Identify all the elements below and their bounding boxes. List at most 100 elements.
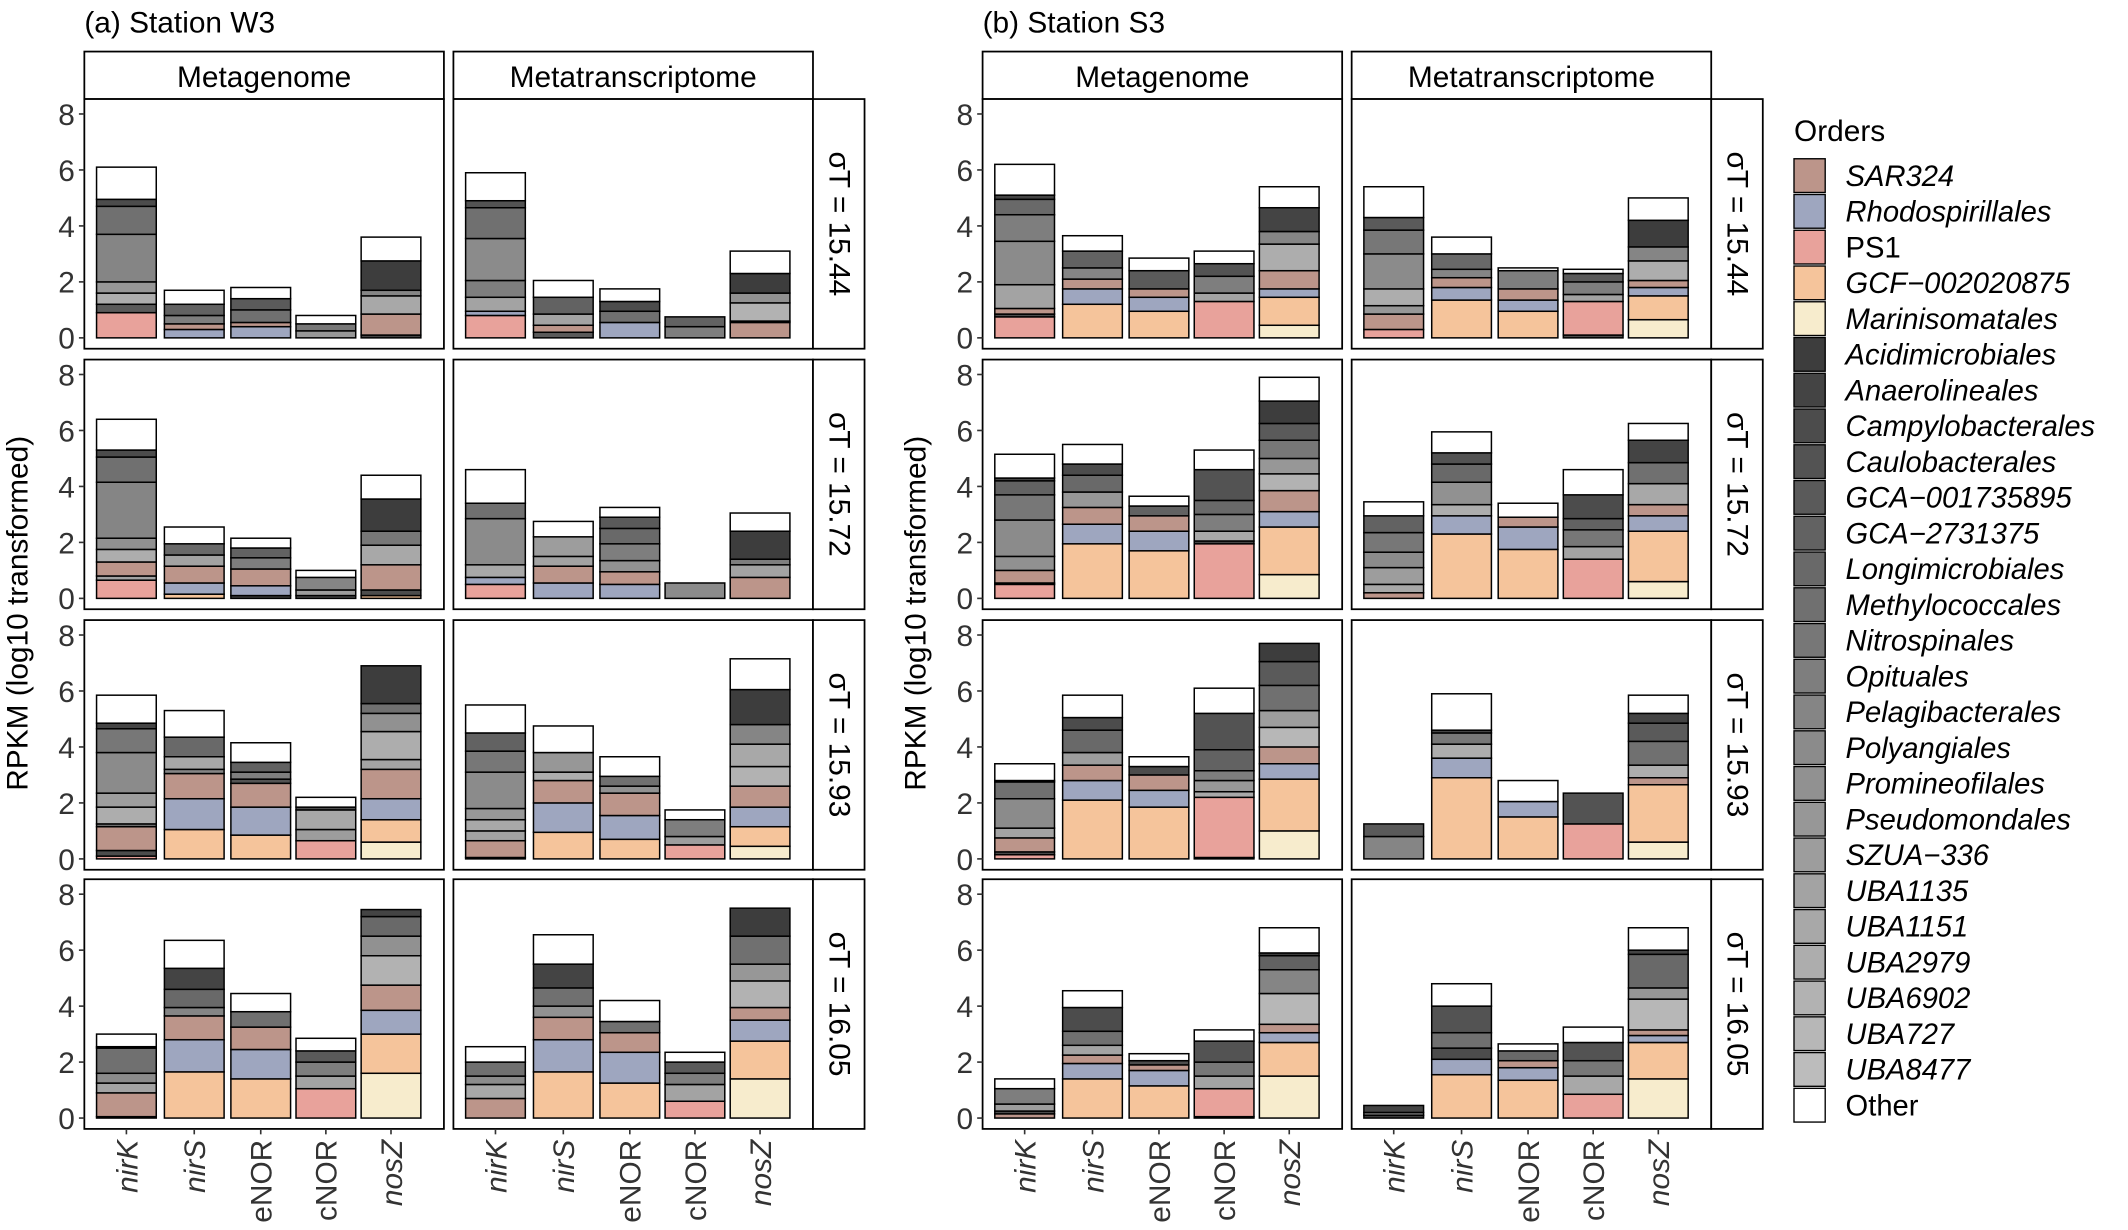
y-tick-label: 8 xyxy=(956,879,973,912)
bar-segment-GCF−002020875 xyxy=(1627,783,1689,843)
bar-segment-UBA1135 xyxy=(1562,293,1624,303)
bar-segment-Pseudomondales xyxy=(1363,304,1425,315)
bar-segment-Marinisomatales xyxy=(360,1072,422,1119)
bar-segment-Marinisomatales xyxy=(729,845,791,860)
bar-segment-GCF−002020875 xyxy=(1627,530,1689,583)
bar-nirS xyxy=(1430,982,1493,1119)
bar-segment-Anaerolineales xyxy=(1627,712,1689,724)
bar-segment-GCA−001735895 xyxy=(95,303,158,314)
legend-swatch xyxy=(1793,551,1826,587)
panel: 0 2 4 6 8 xyxy=(58,619,445,877)
bar-segment-SAR324 xyxy=(1627,776,1689,786)
bar-segment-PS1 xyxy=(1562,300,1624,336)
bar-segment-GCF−002020875 xyxy=(729,825,791,848)
bar-segment-Other xyxy=(1193,1029,1255,1042)
bar-segment-Polyangiales xyxy=(95,751,158,794)
bar-segment-Methylococcales xyxy=(599,775,661,787)
bar-segment-Other xyxy=(1497,267,1559,272)
bar-segment-UBA1135 xyxy=(95,1082,158,1094)
bar-segment-Other xyxy=(532,725,594,754)
y-tick-label: 6 xyxy=(58,415,75,448)
legend-item: Acidimicrobiales xyxy=(1793,336,2056,372)
bar-segment-Acidimicrobiales xyxy=(729,688,791,726)
bar-segment-UBA727 xyxy=(1258,992,1320,1026)
legend-swatch xyxy=(1793,658,1826,694)
bar-segment-Other xyxy=(230,286,292,300)
bar-segment-SAR324 xyxy=(532,779,594,804)
bar-segment-UBA1135 xyxy=(994,827,1056,839)
bar-segment-UBA1135 xyxy=(1562,545,1624,560)
legend-item: GCA−001735895 xyxy=(1793,479,2072,515)
bar-segment-GCA−001735895 xyxy=(599,516,661,530)
bar-segment-SAR324 xyxy=(994,837,1056,853)
y-tick-label: 0 xyxy=(58,583,75,616)
bar-segment-UBA1151 xyxy=(1627,482,1689,506)
station-title: (a) Station W3 xyxy=(84,7,275,40)
bar-eNOR xyxy=(230,286,292,339)
panel: σT = 16.05 nirK nirS eNOR cNOR nosZ xyxy=(1350,878,1764,1223)
bar-segment-Promineofilales xyxy=(360,935,422,957)
y-tick-label: 4 xyxy=(58,991,75,1024)
bar-segment-SAR324 xyxy=(1258,746,1320,765)
bar-segment-GCF−002020875 xyxy=(1128,550,1190,600)
bar-segment-Campylobacterales xyxy=(1061,1006,1124,1033)
y-tick-label: 0 xyxy=(956,1103,973,1136)
bar-segment-Pelagibacterales xyxy=(1430,268,1493,279)
panel: σT = 15.93 xyxy=(1350,619,1764,871)
legend-item: Nitrospinales xyxy=(1793,622,2014,658)
legend-item: UBA1135 xyxy=(1793,873,1969,909)
legend-item: PS1 xyxy=(1793,229,1901,265)
bar-segment-Longimicrobiales xyxy=(1430,253,1493,271)
bar-segment-Opituales xyxy=(729,558,791,566)
legend-swatch xyxy=(1793,372,1826,408)
bar-segment-Other xyxy=(1193,449,1255,471)
sigma-t-label: σT = 15.93 xyxy=(1721,673,1754,818)
bar-segment-SAR324 xyxy=(599,792,661,817)
bar-segment-GCF−002020875 xyxy=(1430,299,1493,339)
legend-swatch xyxy=(1793,265,1826,301)
bar-segment-Other xyxy=(1061,443,1124,465)
y-tick-label: 8 xyxy=(956,359,973,392)
legend-label: GCA−2731375 xyxy=(1846,518,2041,550)
bar-segment-Other xyxy=(163,289,225,306)
bar-segment-GCF−002020875 xyxy=(1497,310,1559,339)
bar-segment-Campylobacterales xyxy=(1061,463,1124,476)
bar-segment-GCA−2731375 xyxy=(1061,250,1124,269)
bar-segment-UBA1151 xyxy=(464,1083,527,1100)
bar-segment-Rhodospirillales xyxy=(230,325,292,339)
bar-segment-PS1 xyxy=(295,1087,357,1119)
bar-segment-SZUA−336 xyxy=(1363,566,1425,586)
legend-item: UBA1151 xyxy=(1793,908,1968,944)
bar-segment-Promineofilales xyxy=(532,1005,594,1019)
legend-item: Longimicrobiales xyxy=(1793,551,2064,587)
bar-segment-Rhodospirillales xyxy=(230,585,292,597)
bar-segment-GCA−2731375 xyxy=(1258,954,1320,971)
bar-nirS xyxy=(163,709,225,860)
bar-segment-GCF−002020875 xyxy=(599,838,661,860)
bar-segment-SZUA−336 xyxy=(532,536,594,558)
legend-swatch xyxy=(1793,1087,1826,1123)
bar-segment-SAR324 xyxy=(729,1006,791,1021)
bar-segment-Nitrospinales xyxy=(1363,531,1425,553)
bar-nirK xyxy=(464,468,527,600)
bar-segment-Other xyxy=(163,709,225,738)
bar-segment-Marinisomatales xyxy=(1258,324,1320,339)
bar-cNOR xyxy=(1193,687,1255,860)
bar-nirK xyxy=(464,704,527,860)
bar-segment-Longimicrobiales xyxy=(1061,474,1124,493)
bar-segment-Opituales xyxy=(1193,513,1255,532)
bar-segment-UBA1151 xyxy=(1193,530,1255,542)
bar-segment-Other xyxy=(95,694,158,724)
bar-segment-Other xyxy=(295,314,357,325)
bar-segment-UBA6902 xyxy=(360,954,422,986)
x-tick-label: nosZ xyxy=(1274,1138,1307,1206)
y-tick-label: 4 xyxy=(956,471,973,504)
bar-segment-Longimicrobiales xyxy=(1193,499,1255,516)
bar-segment-Other xyxy=(1627,694,1689,715)
legend-item: SZUA−336 xyxy=(1793,837,1990,873)
bar-segment-Methylococcales xyxy=(360,702,422,715)
bar-segment-GCA−2731375 xyxy=(230,547,292,559)
bar-segment-GCA−001735895 xyxy=(1258,422,1320,442)
